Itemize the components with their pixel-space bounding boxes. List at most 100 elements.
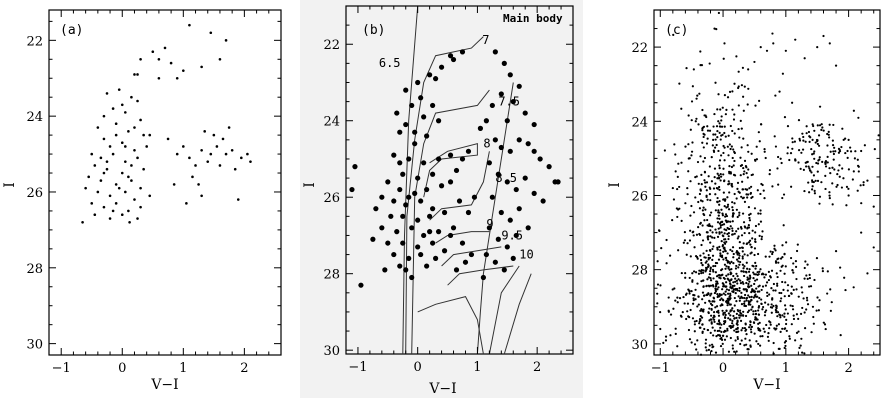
data-point: [786, 284, 790, 287]
data-point: [717, 149, 720, 153]
panel-c-label: (c): [665, 23, 688, 38]
data-point: [768, 293, 771, 296]
data-point: [722, 198, 725, 201]
data-point: [722, 57, 725, 60]
data-point: [169, 61, 173, 65]
data-point: [836, 183, 839, 187]
data-point: [721, 268, 724, 271]
data-point: [747, 206, 751, 209]
data-point: [148, 133, 152, 137]
data-point: [708, 223, 711, 226]
data-point: [358, 282, 364, 288]
data-point: [99, 156, 103, 160]
data-point: [717, 211, 720, 214]
data-point: [717, 258, 721, 261]
data-point: [763, 330, 766, 333]
data-point: [796, 243, 799, 246]
data-point: [719, 274, 722, 277]
data-point: [713, 112, 716, 116]
data-point: [694, 120, 697, 123]
data-point: [93, 164, 97, 167]
data-point: [424, 263, 430, 269]
data-point: [677, 162, 680, 165]
data-point: [763, 197, 766, 200]
data-point: [756, 273, 759, 277]
data-point: [827, 130, 830, 133]
data-point: [726, 292, 730, 295]
data-point: [686, 187, 689, 190]
data-point: [760, 298, 763, 301]
data-point: [800, 151, 803, 154]
data-point: [719, 226, 722, 229]
data-point: [739, 174, 742, 177]
data-point: [695, 175, 698, 178]
data-point: [863, 144, 866, 147]
data-point: [705, 349, 708, 352]
data-point: [811, 138, 814, 141]
data-point: [759, 268, 762, 271]
data-point: [124, 190, 127, 194]
data-point: [768, 255, 771, 258]
data-point: [747, 294, 750, 297]
data-point: [712, 345, 715, 348]
data-point: [745, 299, 748, 302]
data-point: [716, 235, 720, 238]
data-point: [803, 189, 806, 193]
data-point: [172, 183, 176, 186]
data-point: [462, 259, 469, 265]
data-point: [774, 94, 777, 97]
data-point: [224, 152, 228, 156]
data-point: [747, 150, 750, 153]
data-point: [693, 246, 696, 249]
data-point: [731, 220, 734, 223]
data-point: [847, 194, 850, 197]
data-point: [495, 236, 501, 242]
data-point: [692, 298, 695, 302]
data-point: [400, 171, 406, 177]
data-point: [694, 288, 697, 291]
data-point: [847, 138, 850, 141]
data-point: [738, 254, 741, 257]
data-point: [714, 138, 717, 141]
data-point: [791, 101, 794, 104]
data-point: [771, 32, 774, 35]
data-point: [807, 165, 810, 168]
data-point: [450, 56, 457, 63]
data-point: [773, 244, 776, 247]
data-point: [717, 11, 720, 15]
data-point: [716, 108, 719, 111]
data-point: [781, 244, 784, 247]
data-point: [747, 285, 750, 288]
x-tick-label: 1: [473, 360, 481, 375]
data-point: [828, 136, 831, 139]
data-point: [736, 326, 739, 330]
data-point: [748, 274, 752, 277]
data-point: [753, 282, 756, 286]
data-point: [724, 267, 727, 270]
data-point: [701, 224, 704, 227]
data-point: [730, 278, 733, 281]
data-point: [844, 288, 847, 292]
panel-b-ylabel: I: [302, 182, 318, 188]
data-point: [810, 188, 814, 191]
data-point: [747, 309, 751, 312]
data-point: [701, 108, 704, 112]
data-point: [690, 119, 693, 122]
data-point: [723, 316, 727, 319]
data-point: [717, 227, 720, 230]
data-point: [811, 185, 814, 188]
data-point: [191, 175, 194, 179]
data-point: [797, 161, 800, 164]
data-point: [111, 209, 115, 213]
data-point: [722, 292, 725, 295]
data-point: [736, 187, 739, 190]
data-point: [683, 231, 686, 234]
data-point: [794, 158, 797, 161]
data-point: [744, 323, 747, 326]
data-point: [743, 326, 746, 330]
data-point: [438, 183, 445, 189]
data-point: [840, 186, 844, 189]
data-point: [791, 147, 794, 150]
data-point: [102, 171, 106, 175]
